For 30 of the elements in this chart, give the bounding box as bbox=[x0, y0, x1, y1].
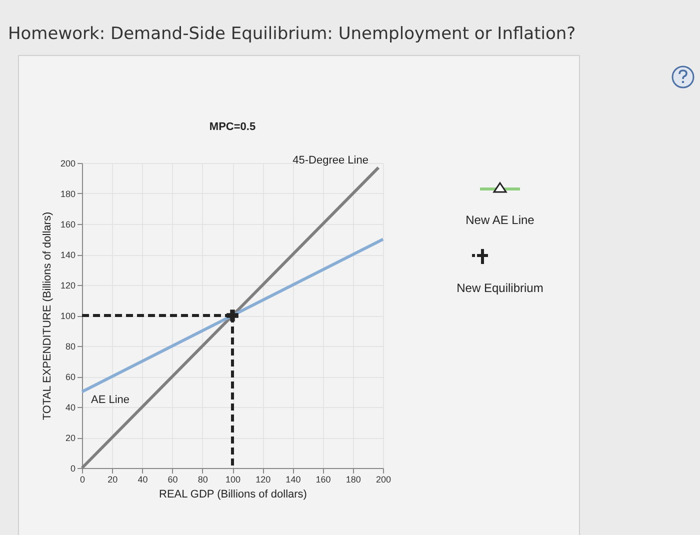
x-tick-label: 0 bbox=[80, 474, 86, 484]
y-tick-label: 40 bbox=[65, 402, 76, 412]
y-tick-label: 180 bbox=[60, 189, 76, 199]
y-tick-label: 0 bbox=[70, 464, 76, 474]
x-tick-label: 40 bbox=[138, 474, 148, 484]
x-tick-label: 160 bbox=[316, 474, 331, 484]
x-tick-label: 140 bbox=[286, 474, 301, 484]
x-tick-label: 200 bbox=[376, 474, 392, 484]
y-tick-label: 120 bbox=[60, 280, 76, 290]
x-tick-label: 60 bbox=[168, 474, 178, 484]
y-axis-title: TOTAL EXPENDITURE (Billions of dollars) bbox=[41, 212, 54, 420]
chart-title: Homework: Demand-Side Equilibrium: Unemployment or Inflation? bbox=[8, 24, 576, 44]
text: New AE Line bbox=[464, 213, 536, 227]
x-tick-label: 20 bbox=[108, 474, 118, 484]
y-tick-label: 140 bbox=[60, 250, 76, 260]
y-tick-label: 160 bbox=[60, 220, 76, 230]
y-tick-label: 200 bbox=[60, 158, 76, 168]
y-tick-label: 60 bbox=[65, 372, 76, 382]
x-tick-label: 80 bbox=[198, 474, 208, 484]
x-tick-label: 120 bbox=[256, 474, 271, 484]
text: New Equilibrium bbox=[456, 281, 544, 295]
x-tick-label: 100 bbox=[225, 474, 241, 484]
chart-subtitle: MPC=0.5 bbox=[208, 121, 257, 133]
y-tick-label: 20 bbox=[65, 433, 76, 443]
series-label: AE Line bbox=[91, 394, 130, 406]
series-label: 45-Degree Line bbox=[292, 154, 368, 167]
x-axis-title: REAL GDP (Billions of dollars) bbox=[159, 488, 307, 500]
y-tick-label: 80 bbox=[65, 342, 76, 352]
y-tick-label: 100 bbox=[60, 311, 76, 321]
x-tick-label: 180 bbox=[346, 474, 361, 484]
